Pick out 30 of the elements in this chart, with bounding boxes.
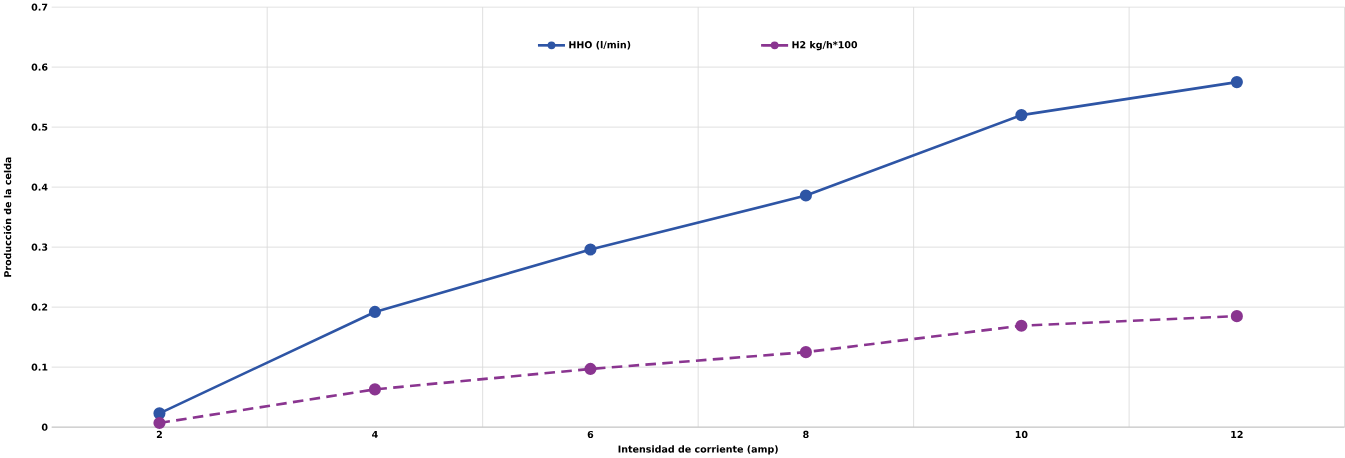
point [584, 243, 597, 256]
x-tick-label: 8 [803, 430, 809, 439]
point [799, 189, 812, 202]
x-axis-title: Intensidad de corriente (amp) [618, 445, 778, 455]
y-tick-label: 0.6 [31, 63, 48, 71]
y-tick-label: 0.2 [31, 303, 48, 311]
point [1230, 76, 1243, 89]
x-tick-label: 4 [372, 430, 378, 438]
point [153, 407, 166, 420]
x-tick-label: 10 [1015, 430, 1028, 439]
point [584, 362, 597, 376]
y-tick-label: 0.3 [31, 243, 48, 251]
point [368, 383, 382, 396]
y-axis-title: Producción de la celda [3, 157, 12, 277]
x-tick-label: 12 [1231, 430, 1243, 438]
legend-label: H2 kg/h*100 [792, 40, 858, 51]
point [799, 346, 812, 359]
x-tick-label: 6 [587, 430, 594, 439]
legend-label: HHO (l/min) [569, 40, 631, 50]
y-tick-label: 0.5 [31, 123, 48, 131]
point [153, 416, 166, 430]
x-tick-label: 2 [156, 430, 162, 438]
y-tick-label: 0.4 [31, 183, 48, 191]
point [368, 305, 382, 318]
y-tick-label: 0.1 [31, 363, 48, 371]
point [1015, 319, 1028, 332]
point [1015, 109, 1028, 122]
y-tick-label: 0.7 [31, 3, 48, 11]
point [1230, 310, 1243, 323]
y-tick-label: 0 [41, 423, 48, 431]
